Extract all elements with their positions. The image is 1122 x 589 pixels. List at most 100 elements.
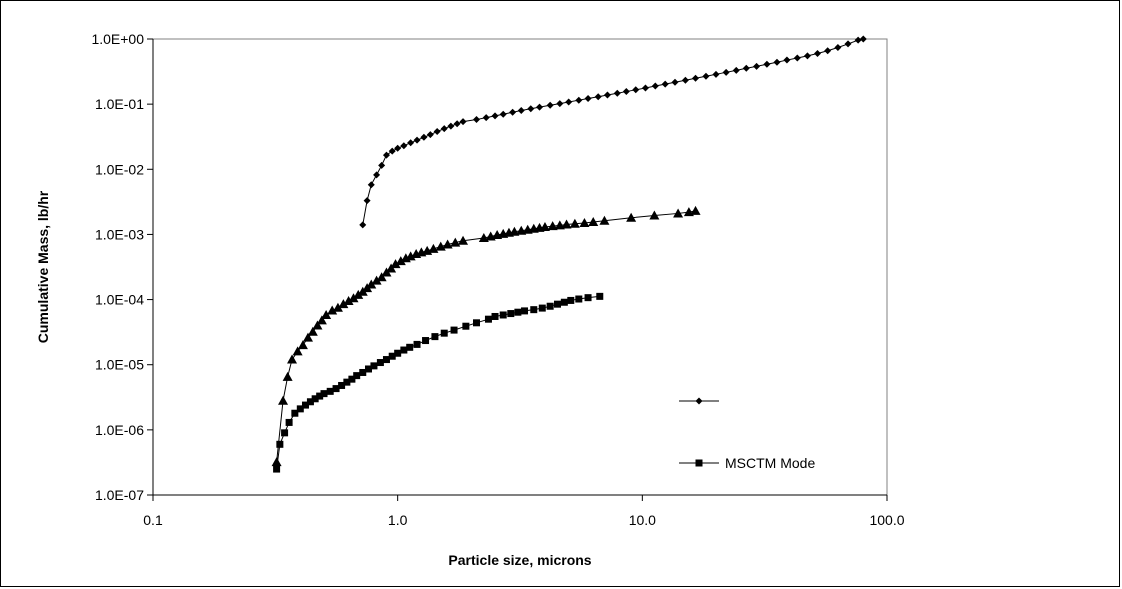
data-point [491,312,499,320]
y-tick-label: 1.0E-04 [95,292,144,308]
data-point [569,218,580,228]
x-axis-title: Particle size, microns [448,552,591,568]
data-point [661,80,669,88]
data-point [273,465,281,473]
legend: MSCTM Mode [679,397,815,471]
data-point [400,346,408,354]
data-point [603,91,611,99]
data-point [546,101,554,109]
data-point [527,105,535,113]
data-point [407,139,415,147]
data-point [632,86,640,94]
data-point [405,251,416,261]
data-point [692,74,700,82]
data-point [382,151,390,159]
data-point [649,210,660,220]
data-point [422,337,430,345]
data-point [376,272,387,282]
data-point [287,354,298,364]
data-point [373,171,381,179]
series-2 [271,205,701,467]
y-tick-label: 1.0E-06 [95,422,144,438]
data-point [690,205,701,215]
data-point [281,429,289,437]
data-point [482,114,490,122]
data-point [348,375,356,383]
data-point [641,84,649,92]
data-point [440,329,448,337]
data-point [458,235,469,245]
data-point [428,243,439,253]
data-point [442,239,453,249]
data-point [499,311,507,319]
data-point [388,352,396,360]
data-point [395,256,406,266]
series-layer [271,35,867,473]
data-point [306,398,314,406]
data-point [484,315,492,323]
data-point [742,64,750,72]
x-tick-label: 1.0 [388,512,408,528]
data-point [400,142,408,150]
legend-marker [695,459,703,467]
data-point [517,106,525,114]
axes [147,38,888,501]
data-point [594,93,602,101]
data-point [285,418,293,426]
data-point [459,118,467,126]
data-point [359,368,367,376]
data-point [521,307,529,315]
data-point [376,359,384,367]
legend-marker [695,397,703,405]
tick-labels: 1.0E-07 1.0E-06 1.0E-05 1.0E-04 1.0E-03 1.0E-… [91,31,904,528]
data-point [546,302,554,310]
data-point [753,62,761,70]
data-point [343,378,351,386]
data-point [388,147,396,155]
data-point [599,215,610,225]
data-point [584,294,592,302]
x-tick-label: 10.0 [629,512,656,528]
data-point [332,385,340,393]
data-point [567,296,575,304]
data-point [431,333,439,341]
data-point [844,40,852,48]
data-point [433,128,441,136]
data-point [450,326,458,334]
legend-item: MSCTM Mode [679,455,815,471]
data-point [514,308,522,316]
data-point [712,70,720,78]
data-point [732,66,740,74]
y-tick-label: 1.0E-05 [95,357,144,373]
y-tick-label: 1.0E-02 [95,161,144,177]
data-point [803,52,811,60]
data-point [859,35,867,43]
data-point [302,332,313,342]
data-point [378,161,386,169]
data-point [338,381,346,389]
data-point [291,409,299,417]
data-point [722,68,730,76]
data-point [681,76,689,84]
data-point [327,305,338,315]
data-point [507,310,515,318]
x-tick-label: 100.0 [869,512,904,528]
data-point [278,395,289,405]
data-point [565,98,573,106]
data-point [371,275,382,285]
data-point [547,221,558,231]
data-point [292,346,303,356]
data-point [348,293,359,303]
data-point [321,309,332,319]
data-point [307,326,318,336]
data-point [613,89,621,97]
data-point [326,387,334,395]
data-point [338,299,349,309]
data-point [271,457,282,467]
data-point [382,356,390,364]
data-point [450,237,461,247]
data-point [296,405,304,413]
data-point [343,296,354,306]
